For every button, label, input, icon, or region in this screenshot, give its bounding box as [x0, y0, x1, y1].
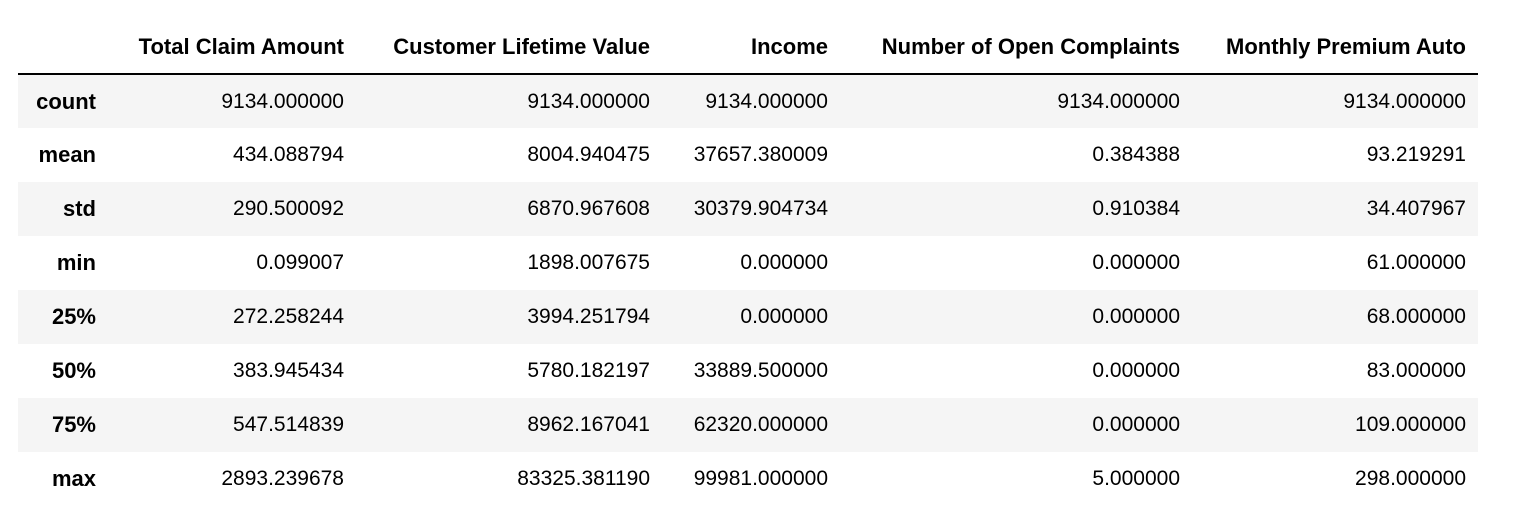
column-header: Customer Lifetime Value: [356, 20, 662, 75]
column-header: Number of Open Complaints: [840, 20, 1192, 75]
table-cell: 0.384388: [1092, 143, 1180, 166]
table-cell: 0.000000: [740, 251, 828, 274]
table-cell: 0.099007: [256, 251, 344, 274]
row-label: count: [36, 88, 96, 114]
table-cell: 8962.167041: [527, 413, 650, 436]
table-cell: 9134.000000: [705, 89, 828, 113]
row-label: mean: [38, 142, 96, 167]
table-cell: 434.088794: [233, 143, 344, 166]
column-header: Monthly Premium Auto: [1192, 20, 1478, 75]
table-cell: 9134.000000: [221, 89, 344, 113]
table-cell: 290.500092: [233, 197, 344, 220]
table-cell: 5.000000: [1092, 467, 1180, 490]
table-cell: 9134.000000: [1057, 89, 1180, 113]
row-label: min: [56, 250, 96, 275]
table-cell: 2893.239678: [221, 467, 344, 490]
table-cell: 8004.940475: [527, 143, 650, 166]
table-cell: 5780.182197: [527, 359, 650, 382]
table-cell: 34.407967: [1366, 197, 1466, 220]
table-cell: 0.000000: [1092, 359, 1180, 382]
table-cell: 0.000000: [1092, 305, 1180, 328]
row-label: std: [63, 196, 96, 221]
row-label: max: [51, 466, 96, 491]
header-row: Total Claim Amount Customer Lifetime Val…: [18, 20, 1478, 75]
column-header: Total Claim Amount: [118, 20, 356, 75]
row-label: 75%: [51, 412, 96, 437]
table-cell: 0.910384: [1092, 197, 1180, 220]
table-cell: 0.000000: [740, 305, 828, 328]
table-cell: 61.000000: [1366, 251, 1466, 274]
table-row: max 2893.239678 83325.381190 99981.00000…: [18, 452, 1478, 506]
table-cell: 93.219291: [1366, 143, 1466, 166]
index-header: [18, 20, 118, 75]
describe-table: Total Claim Amount Customer Lifetime Val…: [18, 20, 1478, 506]
table-cell: 68.000000: [1366, 305, 1466, 328]
table-cell: 0.000000: [1092, 413, 1180, 436]
table-cell: 1898.007675: [527, 251, 650, 274]
table-row: min 0.099007 1898.007675 0.000000 0.0000…: [18, 236, 1478, 290]
table-cell: 33889.500000: [693, 359, 828, 382]
table-cell: 3994.251794: [527, 305, 650, 328]
table-row: 50% 383.945434 5780.182197 33889.500000 …: [18, 344, 1478, 398]
table-cell: 9134.000000: [527, 89, 650, 113]
table-row: 25% 272.258244 3994.251794 0.000000 0.00…: [18, 290, 1478, 344]
table-cell: 83325.381190: [517, 467, 650, 490]
table-cell: 9134.000000: [1343, 89, 1466, 113]
table-cell: 6870.967608: [527, 197, 650, 220]
table-row: std 290.500092 6870.967608 30379.904734 …: [18, 182, 1478, 236]
table-cell: 547.514839: [233, 413, 344, 436]
table-cell: 37657.380009: [693, 143, 828, 166]
table-cell: 298.000000: [1355, 467, 1466, 490]
table-cell: 83.000000: [1366, 359, 1466, 382]
table-row: 75% 547.514839 8962.167041 62320.000000 …: [18, 398, 1478, 452]
table-cell: 30379.904734: [693, 197, 828, 220]
table-row: count 9134.000000 9134.000000 9134.00000…: [18, 74, 1478, 128]
row-label: 25%: [51, 304, 96, 329]
table-cell: 99981.000000: [693, 467, 828, 490]
table-row: mean 434.088794 8004.940475 37657.380009…: [18, 128, 1478, 182]
table-cell: 109.000000: [1355, 413, 1466, 436]
column-header: Income: [662, 20, 840, 75]
table-cell: 0.000000: [1092, 251, 1180, 274]
dataframe-output: Total Claim Amount Customer Lifetime Val…: [18, 20, 1478, 506]
row-label: 50%: [51, 358, 96, 383]
table-cell: 62320.000000: [693, 413, 828, 436]
table-cell: 383.945434: [233, 359, 344, 382]
table-cell: 272.258244: [233, 305, 344, 328]
